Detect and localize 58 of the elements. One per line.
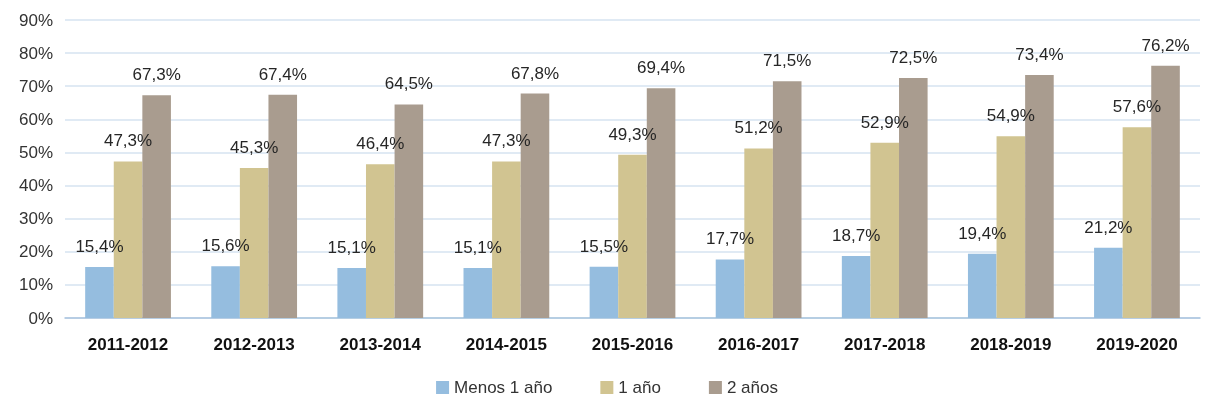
y-tick-label: 30% xyxy=(18,209,53,229)
bar xyxy=(85,267,114,318)
x-tick-label: 2017-2018 xyxy=(844,335,926,354)
data-label: 17,7% xyxy=(705,229,755,249)
bar xyxy=(211,266,240,318)
y-tick-label: 80% xyxy=(18,43,53,63)
data-label: 76,2% xyxy=(1141,35,1190,55)
data-label: 45,3% xyxy=(230,138,279,158)
x-tick-label: 2019-2020 xyxy=(1096,335,1178,354)
data-label: 73,4% xyxy=(1015,44,1064,64)
y-tick-label: 20% xyxy=(18,242,53,262)
bar xyxy=(589,266,619,318)
x-tick-label: 2016-2017 xyxy=(717,335,800,354)
y-tick-label: 60% xyxy=(18,109,53,129)
data-label: 64,5% xyxy=(384,74,433,94)
legend-label: Menos 1 año xyxy=(454,378,553,397)
x-tick-label: 2011-2012 xyxy=(87,335,169,354)
data-label: 52,9% xyxy=(860,112,909,132)
data-label: 72,5% xyxy=(889,47,938,67)
x-tick-label: 2014-2015 xyxy=(465,335,548,354)
data-label: 47,3% xyxy=(103,131,153,151)
data-label: 67,8% xyxy=(510,63,560,83)
data-label: 71,5% xyxy=(763,51,812,71)
data-label: 47,3% xyxy=(482,131,531,151)
x-tick-label: 2018-2019 xyxy=(970,335,1052,354)
y-tick-label: 70% xyxy=(18,76,53,96)
data-label: 19,4% xyxy=(958,223,1007,243)
bar xyxy=(463,268,493,318)
y-tick-label: 90% xyxy=(18,10,53,30)
bar xyxy=(841,256,871,318)
data-label: 15,6% xyxy=(201,236,250,256)
x-tick-label: 2015-2016 xyxy=(591,335,674,354)
data-label: 15,1% xyxy=(327,238,376,257)
data-label: 46,4% xyxy=(356,134,405,154)
data-label: 69,4% xyxy=(636,58,686,78)
data-label: 21,2% xyxy=(1084,217,1133,237)
legend-label: 1 año xyxy=(618,378,661,397)
data-label: 51,2% xyxy=(734,118,783,138)
bar xyxy=(715,259,745,318)
legend-label: 2 años xyxy=(726,378,778,397)
data-label: 57,6% xyxy=(1112,97,1162,117)
data-label: 54,9% xyxy=(986,106,1035,126)
x-tick-label: 2012-2013 xyxy=(213,335,295,354)
bar xyxy=(337,268,366,318)
bar xyxy=(967,253,997,318)
data-label: 49,3% xyxy=(608,124,657,144)
x-tick-label: 2013-2014 xyxy=(339,335,422,354)
y-tick-label: 50% xyxy=(18,142,53,162)
y-tick-label: 40% xyxy=(18,176,53,196)
bar xyxy=(1094,247,1123,318)
data-label: 15,5% xyxy=(579,236,629,256)
y-tick-label: 10% xyxy=(18,275,53,295)
data-label: 67,4% xyxy=(258,64,307,84)
data-label: 18,7% xyxy=(832,226,881,246)
data-label: 15,1% xyxy=(453,238,502,257)
data-label: 15,4% xyxy=(75,237,124,257)
data-label: 67,3% xyxy=(132,65,181,85)
y-tick-label: 0% xyxy=(28,308,53,328)
